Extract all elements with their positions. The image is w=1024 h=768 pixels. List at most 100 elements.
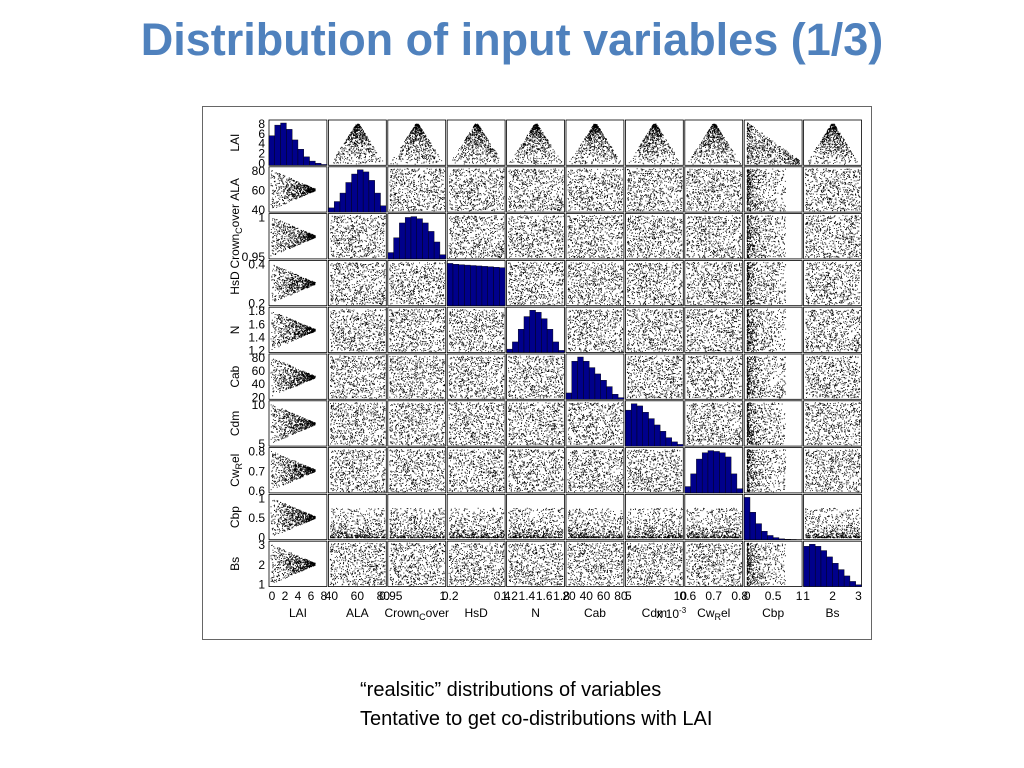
- hist-bar: [809, 544, 816, 587]
- hist-bar: [843, 575, 851, 587]
- scatter-points: [567, 508, 623, 539]
- row-tick-label: 60: [252, 364, 266, 378]
- col-tick-label: 0.4: [494, 589, 511, 603]
- cell-Cbp-LAI: [268, 493, 328, 541]
- cell-ALA-HsD: [446, 166, 506, 213]
- cell-Cdm-Cbp: [743, 400, 803, 447]
- row-tick-label: 0: [258, 156, 265, 170]
- hist-bar: [696, 458, 703, 494]
- hist-bar: [439, 254, 446, 260]
- scatter-points: [746, 402, 786, 446]
- cell-frame: [803, 353, 862, 400]
- cell-Cbp-CrownCover: [387, 493, 447, 541]
- row-tick-label: 0.7: [248, 464, 265, 478]
- cell-ALA-CrownCover: [387, 166, 447, 213]
- scatter-points: [329, 449, 386, 493]
- cell-CwRel-Bs: [803, 447, 862, 494]
- cell-LAI-CrownCover: [387, 119, 447, 166]
- row-tick-label: 40: [252, 377, 266, 391]
- row-tick-label: 1: [258, 211, 265, 225]
- hist-bar: [315, 162, 322, 166]
- scatter-points: [330, 355, 386, 399]
- cell-CrownCover-Bs: [803, 213, 862, 260]
- row-tick-label: 80: [252, 351, 266, 365]
- col-tick-label: 8: [321, 589, 328, 603]
- row-label-Cab: Cab: [228, 365, 242, 387]
- hist-bar: [523, 316, 530, 353]
- col-tick-label: 1: [803, 589, 810, 603]
- scatter-points: [448, 542, 505, 586]
- scatter-points: [270, 358, 316, 397]
- cell-N-ALA: [328, 306, 387, 353]
- scatter-points: [452, 123, 500, 165]
- cell-LAI-Cab: [565, 119, 625, 166]
- cell-Cbp-CwRel: [684, 493, 744, 541]
- hist-bar: [333, 201, 341, 213]
- hist-bar: [690, 473, 697, 494]
- scatter-points: [270, 404, 316, 443]
- cell-LAI-LAI: [268, 119, 328, 166]
- scatter-points: [448, 355, 505, 399]
- cell-HsD-Cab: [565, 259, 625, 307]
- scatter-points: [686, 308, 743, 352]
- col-tick-label: 5: [625, 589, 632, 603]
- cell-frame: [268, 540, 328, 587]
- cell-CrownCover-ALA: [328, 213, 387, 260]
- scatter-points: [746, 215, 786, 259]
- scatter-points: [805, 215, 861, 259]
- scatter-points: [567, 262, 624, 306]
- hist-bar: [357, 169, 364, 213]
- cell-frame: [446, 166, 506, 213]
- hist-bar: [736, 488, 743, 494]
- cell-Cdm-CwRel: [684, 400, 744, 447]
- hist-bar: [713, 451, 720, 494]
- hist-bar: [701, 452, 709, 494]
- row-tick-label: 0.5: [248, 511, 265, 525]
- scatter-points: [448, 402, 505, 446]
- col-label-LAI: LAI: [289, 606, 307, 620]
- col-label-Cab: Cab: [584, 606, 606, 620]
- col-label-Cbp: Cbp: [762, 606, 784, 620]
- cell-CrownCover-Cdm: [624, 213, 684, 260]
- scatter-points: [508, 507, 564, 539]
- hist-bar: [399, 222, 406, 260]
- cell-Cdm-HsD: [446, 400, 506, 447]
- hist-bar: [380, 205, 387, 213]
- col-tick-label: 1: [796, 589, 803, 603]
- cell-Cab-LAI: [268, 353, 328, 400]
- scatter-points: [808, 123, 858, 165]
- hist-bar: [446, 263, 454, 306]
- hist-bar: [368, 180, 375, 213]
- row-label-Cbp: Cbp: [228, 506, 242, 528]
- cell-Cbp-Bs: [803, 493, 862, 541]
- scatter-points: [746, 168, 786, 212]
- row-label-CwRel: CwRel: [228, 454, 244, 487]
- row-label-HsD: HsD: [228, 271, 242, 295]
- cell-HsD-Bs: [803, 259, 862, 307]
- scatter-points: [805, 168, 861, 212]
- row-tick-label: 1.8: [248, 304, 265, 318]
- cell-frame: [803, 259, 862, 307]
- cell-Cdm-Cab: [565, 400, 625, 447]
- scatter-points: [448, 449, 505, 493]
- col-tick-label: 1.8: [553, 589, 570, 603]
- col-tick-label: 4: [295, 589, 302, 603]
- hist-bar: [767, 535, 774, 540]
- col-tick-label: 40: [325, 589, 339, 603]
- caption-line-1: “realsitic” distributions of variables: [360, 679, 662, 701]
- cell-frame: [684, 166, 744, 213]
- cell-Cbp-N: [506, 493, 565, 541]
- cell-frame: [565, 166, 625, 213]
- cell-Bs-CwRel: [684, 540, 744, 587]
- hist-bar: [778, 538, 785, 540]
- scatter-points: [508, 542, 564, 586]
- hist-bar: [744, 497, 751, 540]
- scatter-points: [686, 543, 742, 586]
- scatter-points: [686, 262, 742, 305]
- cell-frame: [387, 540, 447, 587]
- cell-CrownCover-Cbp: [743, 213, 803, 260]
- scatter-points: [389, 402, 445, 446]
- hist-bar: [320, 164, 328, 166]
- cell-N-Bs: [803, 306, 862, 353]
- cell-CwRel-Cdm: [624, 447, 684, 494]
